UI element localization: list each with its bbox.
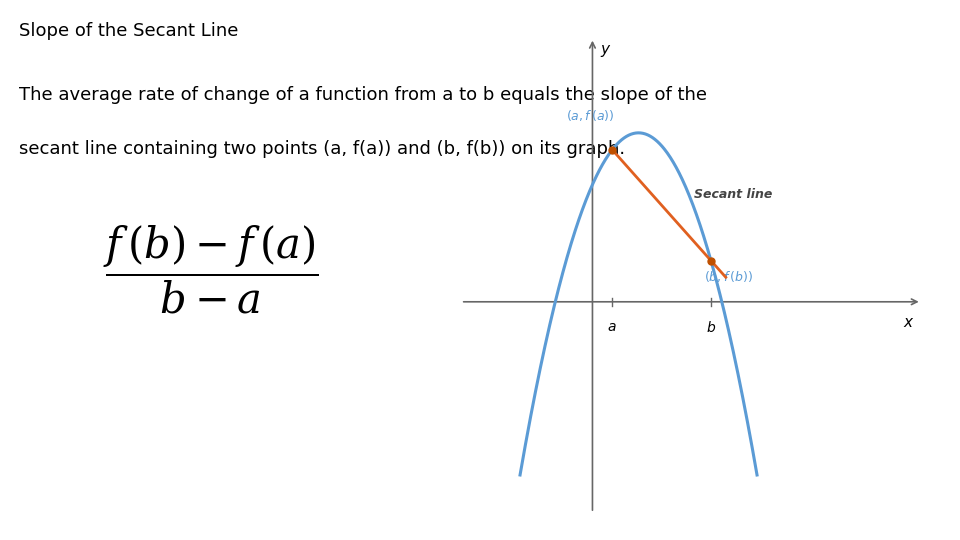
Text: $a$: $a$ (608, 320, 617, 334)
Text: secant line containing two points (a, f(a)) and (b, f(b)) on its graph.: secant line containing two points (a, f(… (19, 140, 625, 158)
Text: $x$: $x$ (903, 315, 915, 330)
Text: $y$: $y$ (600, 43, 612, 59)
Text: Slope of the Secant Line: Slope of the Secant Line (19, 22, 239, 39)
Text: $( a, f\,(a))$: $( a, f\,(a))$ (566, 109, 614, 123)
Text: Secant line: Secant line (694, 188, 773, 201)
Text: $b$: $b$ (706, 320, 716, 335)
Text: $\dfrac{f\,(b)-f\,(a)}{b-a}$: $\dfrac{f\,(b)-f\,(a)}{b-a}$ (104, 224, 319, 316)
Text: $( b, f\,(b))$: $( b, f\,(b))$ (705, 268, 754, 284)
Text: The average rate of change of a function from a to b equals the slope of the: The average rate of change of a function… (19, 86, 708, 104)
